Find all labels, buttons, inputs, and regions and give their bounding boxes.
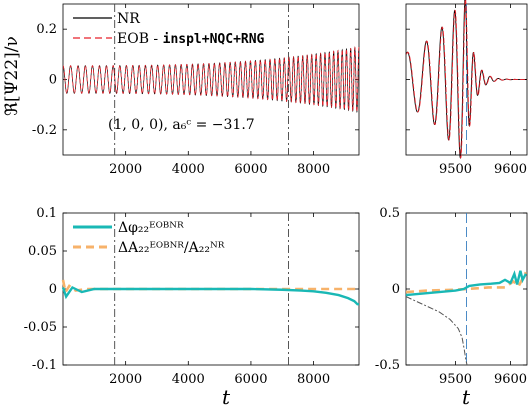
- panel-top-right: 9500 9600: [405, 0, 528, 177]
- x-tick-label: 4000: [172, 162, 205, 177]
- x-tick-label: 6000: [234, 162, 267, 177]
- x-tick-label: 2000: [109, 162, 142, 177]
- series-delta-amplitude-merger: [405, 271, 528, 294]
- y-tick-label: 0.05: [28, 244, 57, 259]
- series-eob-merger: [405, 0, 528, 159]
- y-tick-label: -0.5: [375, 358, 400, 373]
- y-tick-label: -0.2: [32, 123, 57, 138]
- legend-eob-prefix: EOB -: [117, 31, 163, 47]
- y-tick-label: 0: [49, 282, 57, 297]
- x-tick-label: 9500: [439, 372, 472, 387]
- y-tick-label: -0.05: [24, 320, 57, 335]
- x-tick-label: 2000: [109, 372, 142, 387]
- series-delta-amplitude: [61, 279, 359, 296]
- y-tick-label: 0.2: [36, 22, 57, 37]
- series-delta-phase-merger: [405, 270, 527, 297]
- y-axis-label-top: ℜ[Ψ22]/ν: [2, 36, 22, 116]
- series-delta-phase: [61, 285, 359, 306]
- x-tick-label: 4000: [172, 372, 205, 387]
- y-tick-label: -0.1: [32, 358, 57, 373]
- y-tick-label: 0.1: [36, 206, 57, 221]
- x-axis-label-left: t: [222, 385, 231, 409]
- series-grey-dashdot: [405, 296, 468, 366]
- legend-bottom-left: Δφ₂₂ᴱᴼᴮᴺᴿ ΔA₂₂ᴱᴼᴮᴺᴿ/A₂₂ᴺᴿ: [73, 220, 225, 256]
- panel-bottom-right: 9500 9600 -0.5 0 0.5: [375, 206, 528, 387]
- legend-eob-mono: inspl+NQC+RNG: [163, 32, 265, 47]
- panel-top-left: 2000 4000 6000 8000 -0.2 0 0.2: [32, 3, 360, 177]
- parameter-annotation: (1, 0, 0), a₆ᶜ = −31.7: [108, 117, 255, 133]
- panel-bottom-left: 2000 4000 6000 8000 -0.1 -0.05 0 0.05 0.1: [24, 206, 360, 387]
- x-tick-label: 8000: [297, 162, 330, 177]
- y-tick-label: 0: [49, 73, 57, 88]
- legend-top-left: NR EOB - inspl+NQC+RNG: [73, 11, 265, 47]
- legend-dA-label: ΔA₂₂ᴱᴼᴮᴺᴿ/A₂₂ᴺᴿ: [118, 240, 225, 256]
- x-tick-label: 6000: [234, 372, 267, 387]
- series-nr: [62, 46, 360, 114]
- legend-eob-label: EOB - inspl+NQC+RNG: [117, 31, 265, 47]
- y-tick-label: 0: [392, 282, 400, 297]
- x-axis-label-right: t: [462, 385, 471, 409]
- y-tick-label: 0.5: [379, 206, 400, 221]
- legend-nr-label: NR: [117, 11, 140, 27]
- x-tick-label: 9600: [494, 162, 527, 177]
- x-tick-label: 9500: [439, 162, 472, 177]
- x-tick-label: 8000: [297, 372, 330, 387]
- series-eob: [62, 46, 360, 114]
- legend-dphi-label: Δφ₂₂ᴱᴼᴮᴺᴿ: [118, 220, 184, 236]
- x-tick-label: 9600: [494, 372, 527, 387]
